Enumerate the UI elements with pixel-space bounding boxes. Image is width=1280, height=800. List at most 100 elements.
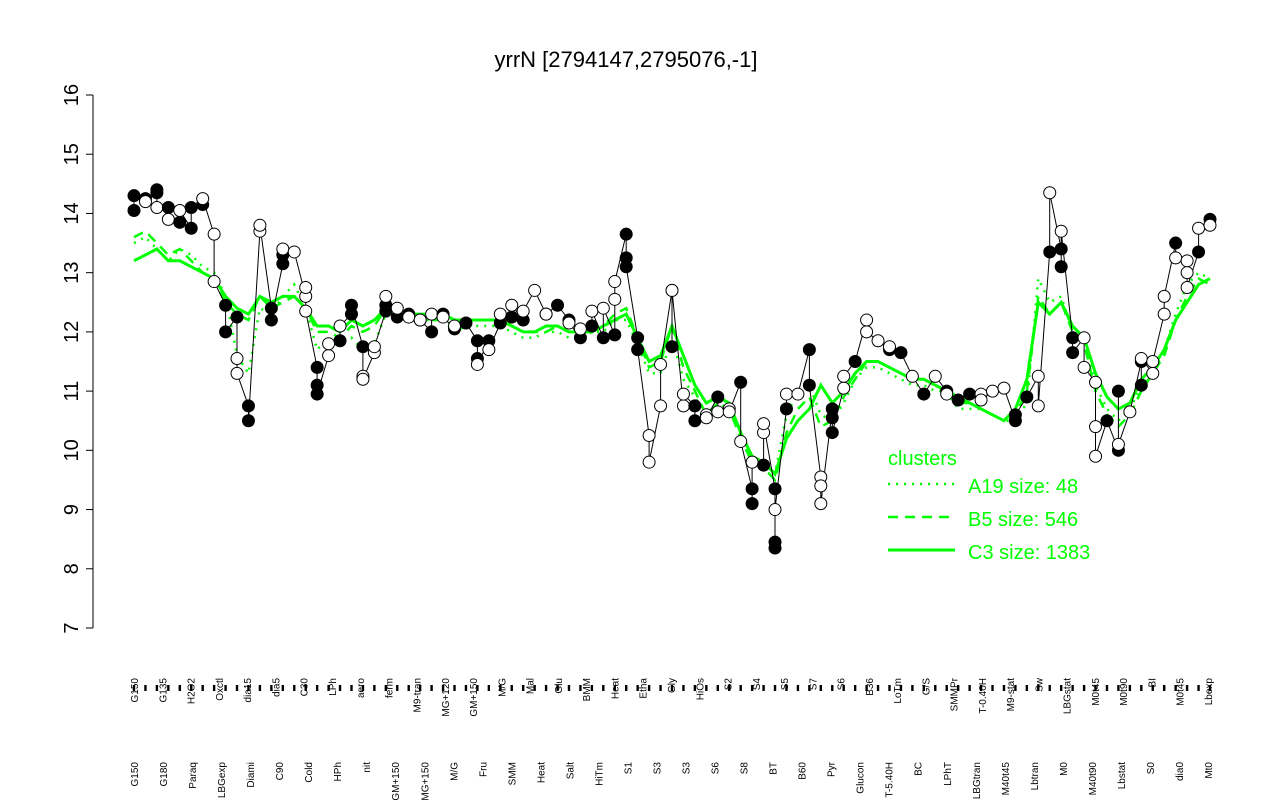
data-point-open	[482, 343, 496, 357]
data-point-open	[768, 503, 782, 517]
data-point-open	[997, 381, 1011, 395]
data-point-open	[173, 203, 187, 217]
data-point-open	[940, 387, 954, 401]
data-point-filled	[1066, 346, 1080, 360]
legend-entry: B5 size: 546	[968, 509, 1078, 531]
data-point-open	[1134, 352, 1148, 366]
data-point-open	[390, 301, 404, 315]
x-tick-label: Lbstat	[1117, 762, 1128, 789]
x-tick-label: MG+150	[420, 762, 431, 800]
x-tick-label: S6	[711, 762, 722, 775]
x-tick-label: M0t45	[1091, 678, 1102, 706]
data-point-open	[516, 304, 530, 318]
data-point-filled	[951, 393, 965, 407]
data-point-open	[367, 340, 381, 354]
data-point-filled	[619, 227, 633, 241]
data-point-filled	[768, 541, 782, 555]
data-point-filled	[241, 414, 255, 428]
data-point-open	[779, 387, 793, 401]
x-tick-label: Glucon	[856, 762, 867, 794]
data-point-filled	[917, 387, 931, 401]
data-point-open	[1089, 420, 1103, 434]
x-tick-label: G150	[130, 762, 141, 787]
data-point-open	[860, 313, 874, 327]
data-point-open	[276, 242, 290, 256]
data-point-open	[230, 352, 244, 366]
x-tick-label: Fru	[478, 762, 489, 777]
data-point-open	[470, 357, 484, 371]
data-point-open	[837, 369, 851, 383]
data-point-filled	[470, 334, 484, 348]
data-point-open	[642, 429, 656, 443]
x-tick-label: BT	[769, 762, 780, 775]
data-point-filled	[596, 331, 610, 345]
data-point-filled	[711, 390, 725, 404]
data-point-open	[528, 283, 542, 297]
data-point-filled	[184, 221, 198, 235]
data-point-open	[791, 387, 805, 401]
x-tick-label: G150	[130, 678, 141, 703]
y-tick-label: 8	[61, 563, 83, 574]
x-tick-label: MG+120	[441, 678, 452, 717]
x-tick-label: ferm	[384, 678, 395, 698]
data-point-filled	[608, 328, 622, 342]
data-point-filled	[219, 325, 233, 339]
data-point-open	[1146, 366, 1160, 380]
x-tick-label: H2O2	[187, 678, 198, 705]
x-tick-label: M0	[1059, 762, 1070, 776]
data-point-open	[585, 304, 599, 318]
data-point-open	[562, 316, 576, 330]
data-point-open	[1180, 266, 1194, 280]
data-point-filled	[161, 201, 175, 215]
x-tick-label: Etha	[639, 678, 650, 699]
series-line	[133, 247, 1211, 477]
data-point-open	[871, 334, 885, 348]
x-tick-label: LBGtran	[972, 762, 983, 799]
data-point-open	[1146, 355, 1160, 368]
data-point-filled	[1192, 245, 1206, 259]
data-point-open	[722, 405, 736, 419]
x-tick-label: Lbexp	[1204, 678, 1215, 706]
data-point-filled	[264, 313, 278, 327]
data-point-open	[757, 417, 771, 431]
data-point-filled	[768, 482, 782, 496]
data-point-filled	[631, 331, 645, 345]
data-point-filled	[184, 201, 198, 215]
x-tick-label: C90	[275, 762, 286, 781]
data-point-open	[402, 310, 416, 324]
data-point-open	[882, 340, 896, 354]
data-point-open	[642, 455, 656, 469]
data-point-filled	[264, 301, 278, 315]
x-tick-label: Diami	[246, 762, 257, 788]
x-tick-label: S8	[740, 762, 751, 775]
data-point-open	[986, 384, 1000, 398]
data-point-filled	[356, 340, 370, 354]
data-point-open	[1203, 218, 1217, 232]
data-point-open	[1157, 307, 1171, 321]
data-point-filled	[551, 298, 565, 312]
data-point-filled	[310, 387, 324, 401]
y-tick-label: 12	[61, 321, 83, 343]
x-tick-label: M40t90	[1088, 762, 1099, 796]
data-point-open	[1111, 437, 1125, 451]
x-tick-label: T-5.40H	[885, 762, 896, 798]
data-point-open	[379, 289, 393, 303]
data-point-open	[196, 192, 210, 206]
x-tick-label: dia15	[243, 678, 254, 703]
x-tick-label: C30	[300, 678, 311, 697]
data-point-filled	[1169, 236, 1183, 250]
x-tick-label: BMM	[582, 678, 593, 701]
data-point-filled	[230, 310, 244, 324]
data-point-filled	[1111, 384, 1125, 398]
x-tick-label: LPh	[328, 678, 339, 696]
data-point-open	[596, 301, 610, 315]
data-point-filled	[173, 215, 187, 229]
y-tick-label: 13	[61, 262, 83, 284]
x-tick-label: M/G	[497, 678, 508, 697]
data-point-open	[207, 227, 221, 241]
data-point-open	[436, 310, 450, 324]
data-point-open	[448, 319, 462, 333]
data-point-open	[860, 325, 874, 339]
y-tick-label: 7	[61, 622, 83, 633]
